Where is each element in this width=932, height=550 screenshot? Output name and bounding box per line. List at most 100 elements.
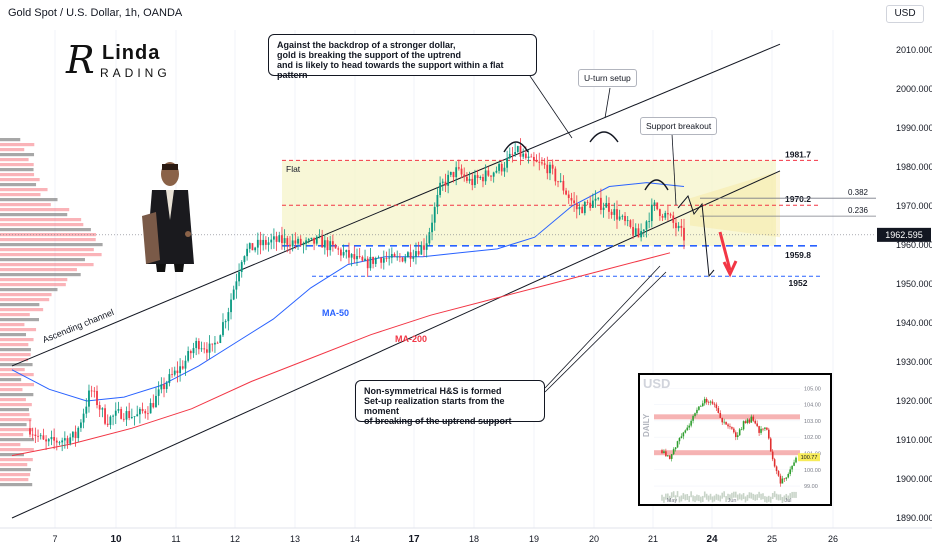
inset-volume-bar: [692, 495, 694, 502]
candle-body: [318, 235, 321, 237]
candle-body: [345, 250, 348, 253]
inset-candle-body: [729, 426, 731, 428]
flat-label: Flat: [286, 164, 301, 174]
inset-x-tick: Jun: [728, 498, 737, 504]
candle-body: [457, 167, 460, 169]
volume-profile-bar: [0, 343, 29, 347]
candle-body: [618, 216, 621, 220]
inset-candle-body: [762, 428, 764, 430]
candle-body: [240, 262, 243, 273]
candle-body: [380, 257, 383, 263]
candle-body: [554, 168, 557, 182]
bottom-callout-pointer-2: [544, 271, 667, 393]
inset-volume-bar: [723, 491, 725, 498]
inset-volume-bar: [709, 493, 712, 500]
candle-body: [425, 243, 428, 250]
volume-profile-bar: [0, 168, 34, 172]
volume-profile-bar: [0, 383, 34, 387]
volume-profile-bar: [0, 423, 27, 427]
candle-body: [211, 343, 214, 345]
candle-body: [675, 222, 677, 229]
uturn-tag-pointer: [604, 87, 611, 119]
candle-body: [114, 410, 117, 416]
candle-body: [586, 201, 589, 203]
inset-candle-body: [715, 404, 718, 409]
candle-body: [490, 175, 492, 177]
inset-candle-body: [678, 438, 681, 442]
inset-candle-body: [740, 429, 743, 430]
candle-body: [431, 222, 433, 233]
candle-body: [200, 348, 203, 350]
candle-body: [238, 272, 240, 282]
candle-body: [206, 349, 208, 353]
volume-profile-bar: [0, 308, 44, 312]
inset-candle-body: [746, 419, 749, 424]
candle-body: [514, 152, 517, 155]
inset-volume-bar: [661, 494, 663, 501]
inset-volume-bar: [703, 491, 706, 498]
inset-volume-bar: [789, 493, 791, 500]
candle-body: [407, 252, 409, 258]
candle-body: [294, 240, 297, 244]
volume-profile-bar: [0, 268, 77, 272]
candle-body: [428, 232, 431, 244]
candle-body: [136, 414, 139, 417]
candle-body: [439, 182, 441, 195]
candle-body: [302, 243, 305, 246]
candle-body: [393, 254, 396, 257]
candle-body: [331, 241, 334, 245]
inset-volume-bar: [672, 491, 675, 498]
candle-body: [656, 202, 659, 210]
candle-body: [155, 395, 157, 408]
candle-body: [133, 416, 136, 418]
price-axis-background: [876, 0, 932, 550]
inset-candle-body: [684, 430, 687, 433]
inset-y-tick: 102.00: [804, 435, 821, 441]
currency-button[interactable]: USD: [886, 5, 924, 23]
inset-candle-body: [690, 420, 692, 426]
current-price-badge: [877, 227, 931, 242]
candle-body: [340, 249, 342, 256]
candle-body: [645, 221, 648, 230]
candle-body: [575, 203, 578, 210]
candle-body: [98, 405, 101, 410]
volume-profile-bar: [0, 358, 29, 362]
inset-candle-body: [680, 436, 683, 439]
candle-body: [374, 258, 377, 264]
candle-body: [667, 213, 669, 215]
inset-volume-bar: [733, 491, 735, 498]
candle-body: [259, 239, 262, 246]
bearish-arrow-icon: [718, 231, 738, 278]
level-label-1970.2: 1970.2: [785, 194, 811, 204]
candle-body: [31, 434, 34, 436]
inset-candle-body: [736, 435, 739, 438]
candle-body: [661, 215, 664, 218]
inset-volume-bar: [787, 495, 790, 502]
candle-body: [55, 440, 58, 443]
inset-candle-body: [787, 474, 790, 478]
volume-profile-bar: [0, 318, 40, 322]
inset-x-tick: Jul: [784, 498, 791, 504]
candle-body: [63, 438, 66, 441]
x-tick-label: 19: [529, 534, 539, 544]
candle-body: [452, 171, 455, 178]
inset-volume-bar: [736, 494, 739, 501]
inset-volume-bar: [663, 496, 665, 503]
volume-profile-bar: [0, 273, 81, 277]
inset-volume-bar: [670, 492, 673, 499]
candle-body: [168, 374, 171, 384]
symbol-title: Gold Spot / U.S. Dollar, 1h, OANDA: [8, 7, 183, 19]
candle-body: [602, 207, 605, 210]
candle-body: [527, 156, 530, 159]
hs-arc-0: [503, 141, 529, 153]
candle-body: [524, 153, 527, 159]
inset-candle-body: [705, 398, 708, 403]
candle-body: [632, 227, 634, 236]
candle-body: [640, 231, 643, 238]
x-tick-label: 12: [230, 534, 240, 544]
inset-candle-body: [791, 465, 793, 470]
candle-body: [519, 146, 522, 157]
candle-body: [366, 258, 369, 269]
inset-volume-bar: [680, 495, 683, 502]
